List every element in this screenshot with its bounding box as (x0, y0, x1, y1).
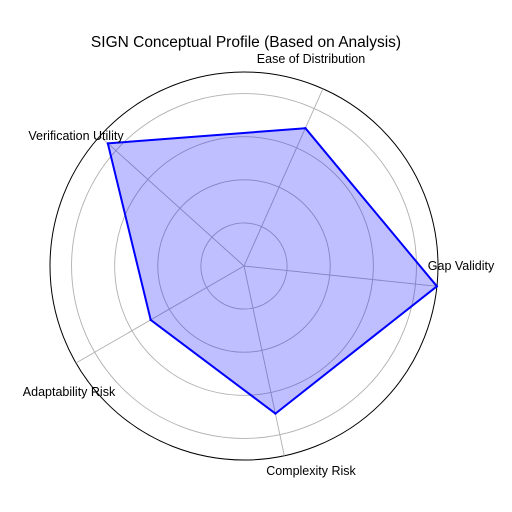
axis-spoke-5 (243, 265, 285, 456)
axis-spoke-2 (243, 88, 324, 267)
data-point-5 (274, 412, 277, 415)
grid-circle-3 (114, 136, 374, 396)
polar-frame (49, 71, 439, 461)
grid-circle-2 (157, 179, 331, 353)
data-point-4 (149, 318, 152, 322)
axis-spoke-4 (75, 265, 245, 364)
chart-title: SIGN Conceptual Profile (Based on Analys… (91, 34, 401, 51)
data-point-1 (435, 285, 439, 288)
radial-grid (49, 71, 439, 461)
axis-label-2: Ease of Distribution (257, 52, 365, 66)
axis-label-5: Complexity Risk (266, 464, 356, 478)
grid-circle-1 (200, 222, 288, 310)
grid-circle-4 (71, 93, 417, 439)
series-line (106, 127, 438, 415)
axis-label-4: Adaptability Risk (23, 385, 116, 399)
data-point-2 (304, 126, 307, 130)
axis-labels: Gap Validity Ease of Distribution Verifica… (23, 52, 495, 478)
data-point-3 (106, 142, 110, 145)
axis-label-3: Verification Utility (28, 129, 124, 143)
axis-spoke-1 (243, 265, 437, 287)
axis-spokes (75, 88, 437, 456)
series-area (107, 128, 437, 414)
axis-spoke-3 (99, 135, 245, 267)
data-series (106, 126, 439, 415)
axis-label-1: Gap Validity (428, 259, 495, 273)
